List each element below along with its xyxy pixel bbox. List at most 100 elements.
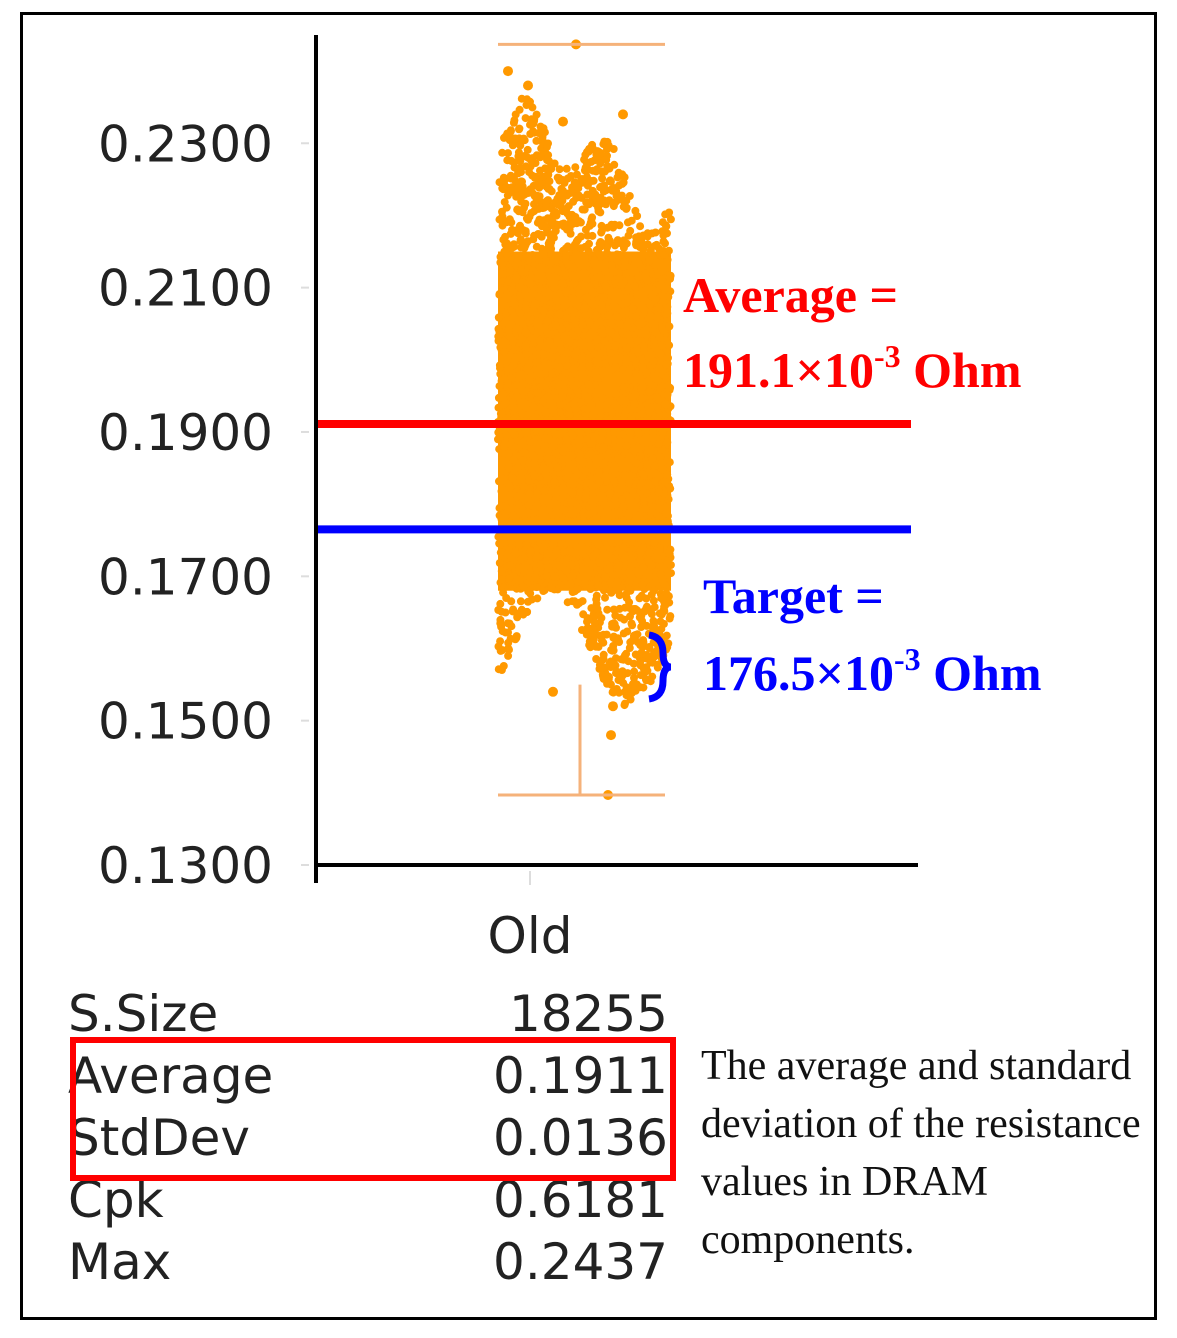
- data-point: [614, 313, 623, 322]
- data-point: [623, 218, 632, 227]
- data-point: [563, 598, 572, 607]
- data-point: [611, 342, 620, 351]
- data-point: [610, 477, 619, 486]
- data-point: [500, 400, 509, 409]
- data-point: [634, 258, 643, 267]
- data-point: [601, 282, 610, 291]
- data-point: [527, 595, 536, 604]
- y-tick-label: 0.1300: [98, 837, 273, 895]
- data-point: [547, 369, 556, 378]
- data-point: [598, 429, 607, 438]
- data-point: [659, 297, 668, 306]
- data-point: [662, 222, 671, 231]
- data-point: [518, 152, 527, 161]
- data-point: [646, 311, 655, 320]
- data-point: [570, 400, 578, 409]
- data-point: [636, 548, 645, 557]
- data-point: [567, 560, 576, 569]
- data-point: [653, 313, 661, 322]
- data-point: [583, 405, 592, 414]
- data-point: [590, 256, 599, 265]
- data-point: [530, 200, 538, 209]
- data-point: [625, 368, 634, 377]
- data-point: [598, 174, 607, 183]
- data-point: [639, 563, 647, 572]
- data-point: [567, 498, 576, 507]
- stats-row-average: Average 0.1911: [68, 1047, 668, 1109]
- data-point: [548, 517, 557, 526]
- data-point: [625, 577, 634, 585]
- data-point: [626, 695, 635, 704]
- data-point: [549, 218, 557, 227]
- data-point: [498, 575, 507, 584]
- data-point: [614, 404, 623, 413]
- data-point: [532, 554, 541, 563]
- data-point: [499, 390, 508, 399]
- data-point: [615, 274, 624, 283]
- data-point: [511, 514, 520, 523]
- data-point: [612, 571, 621, 580]
- data-point: [536, 122, 545, 131]
- data-point: [580, 518, 589, 527]
- data-point: [606, 680, 615, 689]
- data-point: [660, 284, 669, 293]
- target-label-line1: Target =: [703, 568, 884, 624]
- data-point: [495, 432, 504, 441]
- data-point: [547, 250, 556, 258]
- data-point: [519, 390, 528, 399]
- data-point: [523, 607, 532, 616]
- data-point: [623, 323, 632, 332]
- data-point: [566, 229, 575, 238]
- data-point: [612, 191, 621, 200]
- data-point: [651, 228, 660, 237]
- data-point: [569, 365, 578, 374]
- data-point: [663, 390, 672, 399]
- data-point: [638, 319, 647, 328]
- data-point: [541, 164, 550, 173]
- data-point: [601, 593, 609, 602]
- data-point: [562, 205, 571, 214]
- data-point: [586, 583, 595, 592]
- data-point: [516, 309, 525, 318]
- data-point: [633, 212, 642, 220]
- data-point: [651, 261, 660, 270]
- data-point: [531, 453, 539, 462]
- data-point: [599, 663, 608, 672]
- data-point: [657, 610, 666, 619]
- data-point: [569, 431, 578, 440]
- data-point: [529, 127, 537, 136]
- data-point: [642, 489, 651, 498]
- points-layer: [494, 39, 675, 800]
- data-point: [594, 581, 603, 590]
- data-point: [665, 341, 674, 350]
- data-point: [532, 242, 541, 251]
- data-point: [495, 215, 504, 224]
- data-point: [630, 446, 639, 455]
- data-point: [656, 350, 665, 359]
- data-point: [594, 467, 603, 476]
- data-point: [561, 287, 570, 296]
- data-point: [579, 459, 588, 468]
- data-point: [583, 293, 592, 302]
- data-point: [611, 362, 620, 371]
- data-point: [585, 239, 593, 248]
- data-point: [620, 257, 629, 266]
- data-point: [556, 401, 565, 409]
- data-point: [565, 410, 574, 419]
- data-point: [539, 250, 548, 259]
- data-point: [599, 187, 608, 196]
- data-point: [552, 503, 561, 512]
- data-point: [581, 466, 589, 475]
- data-point: [546, 504, 555, 513]
- data-point: [496, 258, 505, 267]
- data-point: [577, 244, 586, 253]
- data-point: [512, 192, 521, 201]
- data-point: [602, 249, 611, 257]
- data-point: [555, 176, 564, 185]
- data-point: [622, 442, 631, 450]
- data-point: [547, 583, 556, 592]
- axis-layer: [314, 35, 918, 885]
- data-point: [558, 392, 567, 401]
- data-point: [543, 572, 552, 581]
- data-point: [516, 163, 525, 172]
